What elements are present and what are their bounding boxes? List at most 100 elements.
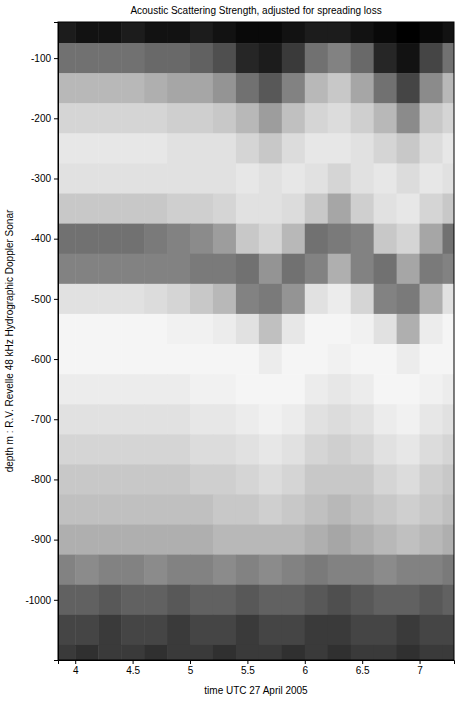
cell [328,194,351,225]
cell [443,585,454,616]
cell [98,615,121,646]
cell [351,314,374,345]
tick-label: 6.5 [356,665,370,676]
cell [282,163,305,194]
cell [190,254,213,285]
cell [190,525,213,556]
cell [305,314,328,345]
tick-label: -700 [31,414,51,425]
cell [351,284,374,315]
cell [98,494,121,525]
cell [121,585,144,616]
cell [443,494,454,525]
title: Acoustic Scattering Strength, adjusted f… [130,5,381,16]
cell [236,314,259,345]
cell [351,73,374,104]
cell [58,43,76,74]
cell [58,525,76,556]
cell [328,585,351,616]
cell [443,374,454,405]
cell [351,645,374,660]
cell [328,284,351,315]
cell [443,344,454,375]
cell [420,22,443,44]
cell [259,224,282,255]
cell [397,133,420,164]
cell [328,133,351,164]
cell [282,464,305,495]
cell [167,254,190,285]
cell [305,645,328,660]
cell [236,585,259,616]
cell [167,43,190,74]
cell [351,494,374,525]
cell [98,585,121,616]
cell [236,22,259,44]
cells [58,22,454,660]
cell [420,404,443,435]
tick-label: 6 [303,665,309,676]
cell [58,224,76,255]
cell [98,314,121,345]
cell [351,103,374,134]
tick: 6.5 [356,660,370,676]
cell [58,555,76,586]
cell [167,494,190,525]
cell [259,314,282,345]
cell [397,434,420,465]
cell [121,555,144,586]
cell [121,494,144,525]
cell [144,194,167,225]
cell [213,374,236,405]
cell [351,404,374,435]
cell [75,525,98,556]
cell [121,404,144,435]
cell [190,494,213,525]
tick-mark [54,479,58,480]
cell [236,525,259,556]
cell [190,645,213,660]
axis-line [54,23,59,661]
cell [213,344,236,375]
tick: -700 [31,414,58,425]
cell [190,163,213,194]
cell [351,585,374,616]
cell [374,43,397,74]
cell [259,194,282,225]
cell [213,284,236,315]
cell [420,254,443,285]
cell [75,314,98,345]
cell [282,103,305,134]
tick: -600 [31,354,58,365]
cell [305,254,328,285]
tick: -400 [31,233,58,244]
cell [190,374,213,405]
cell [236,464,259,495]
cell [282,224,305,255]
cell [328,103,351,134]
cell [58,374,76,405]
cell [98,344,121,375]
tick: 4.5 [126,660,140,676]
cell [397,224,420,255]
cell [420,434,443,465]
cell [236,224,259,255]
cell [420,284,443,315]
cell [121,615,144,646]
cell [420,103,443,134]
cell [351,133,374,164]
cell [328,555,351,586]
cell [58,314,76,345]
tick: -900 [31,534,58,545]
cell [190,194,213,225]
cell [259,555,282,586]
cell [190,133,213,164]
cell [328,464,351,495]
cell [397,494,420,525]
cell [305,555,328,586]
cell [420,525,443,556]
cell [374,254,397,285]
cell [190,464,213,495]
cell [397,374,420,405]
cell [75,464,98,495]
